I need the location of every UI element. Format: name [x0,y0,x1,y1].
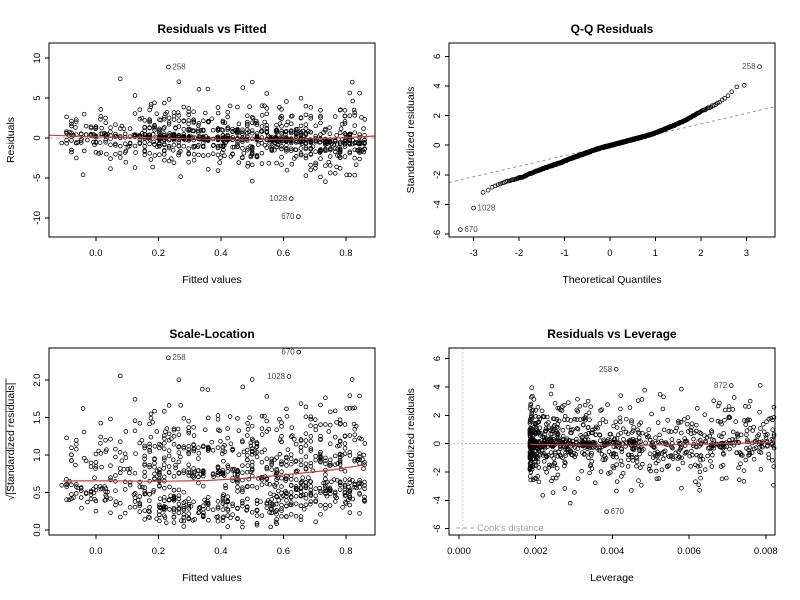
svg-text:1028: 1028 [478,204,496,213]
svg-text:Q-Q Residuals: Q-Q Residuals [571,22,654,36]
svg-text:0: 0 [607,248,612,259]
svg-text:1.5: 1.5 [32,411,43,424]
svg-text:-2: -2 [432,468,443,476]
svg-text:0.0: 0.0 [89,248,102,259]
svg-text:0.2: 0.2 [152,546,165,557]
svg-text:-4: -4 [432,200,443,208]
panel-residuals-vs-leverage: Residuals vs Leverage 0.000 0.002 0.004 0.00… [405,327,778,584]
svg-text:258: 258 [172,353,186,362]
svg-text:1028: 1028 [269,194,287,203]
svg-text:258: 258 [599,365,613,374]
svg-text:0: 0 [432,143,443,148]
svg-text:Scale-Location: Scale-Location [169,327,254,341]
svg-text:Residuals: Residuals [5,117,17,163]
svg-text:5: 5 [32,95,43,100]
svg-text:670: 670 [281,348,295,357]
svg-text:2: 2 [432,413,443,418]
svg-text:-1: -1 [560,248,568,259]
svg-text:10: 10 [32,53,43,64]
svg-text:Theoretical Quantiles: Theoretical Quantiles [562,274,661,286]
svg-text:0.5: 0.5 [32,486,43,499]
svg-text:4: 4 [432,83,443,88]
svg-text:670: 670 [281,212,295,221]
panel-qq-residuals: Q-Q Residuals -3 -2 -1 0 1 2 3 -6 -4 -2 0 2 4 6 Theoret… [405,22,776,286]
svg-text:2: 2 [432,113,443,118]
svg-text:1028: 1028 [267,372,285,381]
svg-text:-2: -2 [432,171,443,179]
svg-text:0.8: 0.8 [339,248,352,259]
svg-text:3: 3 [744,248,749,259]
svg-text:0.6: 0.6 [277,546,290,557]
svg-text:6: 6 [432,54,443,59]
svg-text:Fitted values: Fitted values [182,274,242,286]
svg-text:Residuals vs Fitted: Residuals vs Fitted [157,22,266,36]
svg-text:-6: -6 [432,524,443,532]
svg-text:6: 6 [432,356,443,361]
svg-text:-3: -3 [469,248,477,259]
svg-text:2: 2 [698,248,703,259]
svg-text:-2: -2 [515,248,523,259]
svg-text:0.006: 0.006 [677,546,701,557]
svg-text:0: 0 [32,135,43,140]
svg-text:670: 670 [464,225,478,234]
svg-text:0.004: 0.004 [600,546,624,557]
svg-text:670: 670 [611,507,625,516]
svg-text:Residuals vs Leverage: Residuals vs Leverage [547,327,677,341]
svg-text:√|Standardized residuals|: √|Standardized residuals| [5,382,17,500]
svg-text:0.4: 0.4 [214,546,227,557]
svg-text:-6: -6 [432,230,443,238]
svg-text:1.0: 1.0 [32,448,43,461]
svg-text:Cook's distance: Cook's distance [477,523,544,534]
svg-text:4: 4 [432,384,443,389]
svg-text:0.008: 0.008 [754,546,778,557]
svg-text:0.4: 0.4 [214,248,227,259]
svg-text:0.6: 0.6 [277,248,290,259]
svg-text:0.2: 0.2 [152,248,165,259]
svg-text:Standardized residuals: Standardized residuals [405,388,417,495]
svg-text:-4: -4 [432,496,443,504]
svg-text:0: 0 [432,441,443,446]
svg-text:258: 258 [172,62,186,71]
svg-text:2.0: 2.0 [32,374,43,387]
svg-text:Fitted values: Fitted values [182,572,242,584]
svg-text:0.0: 0.0 [89,546,102,557]
svg-text:-10: -10 [32,211,43,225]
panel-residuals-vs-fitted: Residuals vs Fitted 0.0 0.2 0.4 0.6 0.8 -10 -5 0… [5,22,376,286]
svg-text:Standardized residuals: Standardized residuals [405,87,417,194]
svg-text:-5: -5 [32,174,43,182]
svg-text:1: 1 [653,248,658,259]
svg-text:0.0: 0.0 [32,523,43,536]
svg-text:Leverage: Leverage [590,572,634,584]
svg-text:0.002: 0.002 [524,546,548,557]
svg-text:872: 872 [714,381,728,390]
svg-text:0.000: 0.000 [447,546,471,557]
panel-scale-location: Scale-Location 0.0 0.2 0.4 0.6 0.8 0.0 0.5 1.0 1.… [5,327,376,584]
svg-text:0.8: 0.8 [339,546,352,557]
svg-text:258: 258 [742,62,756,71]
